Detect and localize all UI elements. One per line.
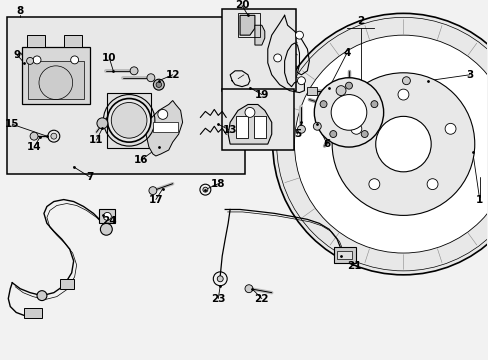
Circle shape xyxy=(295,31,303,39)
Bar xyxy=(63,35,81,47)
Bar xyxy=(153,122,177,132)
Circle shape xyxy=(153,79,164,90)
Circle shape xyxy=(444,123,455,134)
Circle shape xyxy=(313,122,321,130)
Circle shape xyxy=(320,101,326,108)
Polygon shape xyxy=(228,104,271,144)
Circle shape xyxy=(26,58,34,64)
Bar xyxy=(22,47,89,104)
Circle shape xyxy=(30,132,38,140)
Circle shape xyxy=(397,89,408,100)
Circle shape xyxy=(51,133,57,139)
Bar xyxy=(99,210,115,223)
Bar xyxy=(60,279,74,289)
Bar xyxy=(238,13,259,37)
Text: 22: 22 xyxy=(254,294,268,303)
Polygon shape xyxy=(240,15,254,35)
Bar xyxy=(28,61,83,99)
Circle shape xyxy=(375,116,430,172)
Circle shape xyxy=(33,56,41,64)
Text: 23: 23 xyxy=(211,294,225,303)
Circle shape xyxy=(297,125,305,133)
Circle shape xyxy=(273,54,281,62)
Text: 2: 2 xyxy=(357,16,364,26)
Circle shape xyxy=(156,82,161,87)
Text: 12: 12 xyxy=(165,70,180,80)
Text: 19: 19 xyxy=(254,90,268,100)
Bar xyxy=(24,309,42,318)
Text: 6: 6 xyxy=(323,139,330,149)
Circle shape xyxy=(149,187,157,195)
Text: 24: 24 xyxy=(102,216,116,226)
Text: 14: 14 xyxy=(27,142,41,152)
Circle shape xyxy=(97,118,108,129)
Text: 13: 13 xyxy=(223,125,237,135)
Bar xyxy=(236,116,247,138)
Circle shape xyxy=(48,130,60,142)
Circle shape xyxy=(331,73,474,215)
Text: 21: 21 xyxy=(346,261,361,271)
Circle shape xyxy=(244,107,254,117)
Polygon shape xyxy=(145,100,182,156)
Bar xyxy=(307,87,317,95)
Circle shape xyxy=(217,276,223,282)
Circle shape xyxy=(100,223,112,235)
Circle shape xyxy=(368,179,379,190)
Bar xyxy=(222,89,293,150)
Text: 15: 15 xyxy=(5,119,20,129)
Circle shape xyxy=(294,35,488,253)
Text: 16: 16 xyxy=(134,155,148,165)
Text: 8: 8 xyxy=(17,6,24,17)
Bar xyxy=(222,9,296,91)
Circle shape xyxy=(335,86,346,95)
Circle shape xyxy=(361,131,367,138)
Circle shape xyxy=(130,67,138,75)
Bar xyxy=(27,35,45,47)
Text: 18: 18 xyxy=(211,179,225,189)
Polygon shape xyxy=(254,25,264,45)
Text: 3: 3 xyxy=(465,70,472,80)
Circle shape xyxy=(158,109,167,119)
Circle shape xyxy=(111,103,147,138)
Text: 5: 5 xyxy=(293,129,301,139)
Text: 7: 7 xyxy=(85,172,93,182)
Circle shape xyxy=(71,56,79,64)
Bar xyxy=(253,116,265,138)
Circle shape xyxy=(297,77,305,85)
Circle shape xyxy=(37,291,47,301)
Circle shape xyxy=(330,95,366,130)
Circle shape xyxy=(345,82,352,89)
Circle shape xyxy=(370,101,377,108)
Circle shape xyxy=(147,74,155,82)
Text: 4: 4 xyxy=(343,48,350,58)
Bar xyxy=(333,247,355,263)
Text: 10: 10 xyxy=(102,53,116,63)
Circle shape xyxy=(203,187,207,192)
Circle shape xyxy=(107,99,151,142)
Text: 20: 20 xyxy=(234,0,249,10)
Text: 9: 9 xyxy=(14,50,20,60)
Text: 11: 11 xyxy=(89,135,103,145)
Circle shape xyxy=(426,179,437,190)
Circle shape xyxy=(244,285,252,293)
Circle shape xyxy=(272,13,488,275)
Circle shape xyxy=(103,212,111,220)
Circle shape xyxy=(402,77,409,85)
Text: 1: 1 xyxy=(475,194,482,204)
Bar xyxy=(107,93,151,148)
Bar xyxy=(336,251,351,259)
Text: 17: 17 xyxy=(148,194,163,204)
Bar xyxy=(7,17,244,174)
Circle shape xyxy=(314,78,383,147)
Circle shape xyxy=(350,123,361,134)
Circle shape xyxy=(329,131,336,138)
